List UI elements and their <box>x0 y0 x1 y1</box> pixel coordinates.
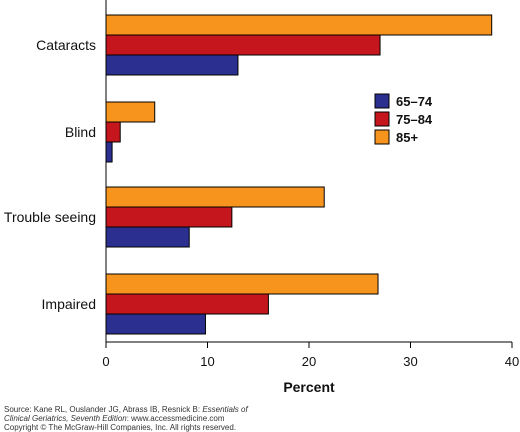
copyright-notice: Copyright © The McGraw-Hill Companies, I… <box>4 423 236 432</box>
x-tick-label: 0 <box>102 354 109 369</box>
bar-blind-3 <box>105 101 156 123</box>
legend-label: 85+ <box>396 130 418 145</box>
legend: 65–74 75–84 85+ <box>374 93 433 145</box>
source-line1-title: Essentials of <box>202 405 248 414</box>
bar-blind-2 <box>105 121 121 143</box>
x-tick-label: 20 <box>302 354 316 369</box>
bar-trouble-seeing-1 <box>105 226 190 248</box>
source-line2-suffix: : www.accessmedicine.com <box>126 414 225 423</box>
bar-cataracts-2 <box>105 34 381 56</box>
x-tick-label: 10 <box>200 354 214 369</box>
bar-impaired-2 <box>105 293 269 315</box>
category-label: Cataracts <box>36 37 96 53</box>
bar-impaired-1 <box>105 313 206 335</box>
bar-blind-1 <box>105 141 113 163</box>
x-axis-title: Percent <box>283 379 335 395</box>
x-ticks-layer: 0 10 20 30 40 <box>102 342 519 369</box>
x-tick-label: 30 <box>403 354 417 369</box>
bar-cataracts-1 <box>105 54 239 76</box>
copyright-text: Copyright © The McGraw-Hill Companies, I… <box>4 423 237 432</box>
legend-label: 75–84 <box>396 112 433 127</box>
bar-impaired-3 <box>105 273 379 295</box>
legend-swatch <box>374 129 390 145</box>
bar-trouble-seeing-3 <box>105 186 325 208</box>
legend-swatch <box>374 111 390 127</box>
legend-label: 65–74 <box>396 94 433 109</box>
bars-layer <box>105 14 493 335</box>
source-citation: Source: Kane RL, Ouslander JG, Abrass IB… <box>4 405 248 414</box>
bar-cataracts-3 <box>105 14 493 36</box>
category-labels-layer: Cataracts Blind Trouble seeing Impaired <box>4 37 96 312</box>
source-citation-line2: Clinical Geriatrics, Seventh Edition: ww… <box>4 414 225 423</box>
bar-trouble-seeing-2 <box>105 206 233 228</box>
legend-swatch <box>374 93 390 109</box>
category-label: Impaired <box>42 296 96 312</box>
x-tick-label: 40 <box>505 354 519 369</box>
source-line2-title: Clinical Geriatrics, Seventh Edition <box>4 414 127 423</box>
category-label: Blind <box>65 124 96 140</box>
category-label: Trouble seeing <box>4 209 96 225</box>
bar-chart: 0 10 20 30 40 Cataracts Blind Trouble seeing Im… <box>4 0 519 395</box>
source-line1-prefix: Source: Kane RL, Ouslander JG, Abrass IB… <box>4 405 203 414</box>
